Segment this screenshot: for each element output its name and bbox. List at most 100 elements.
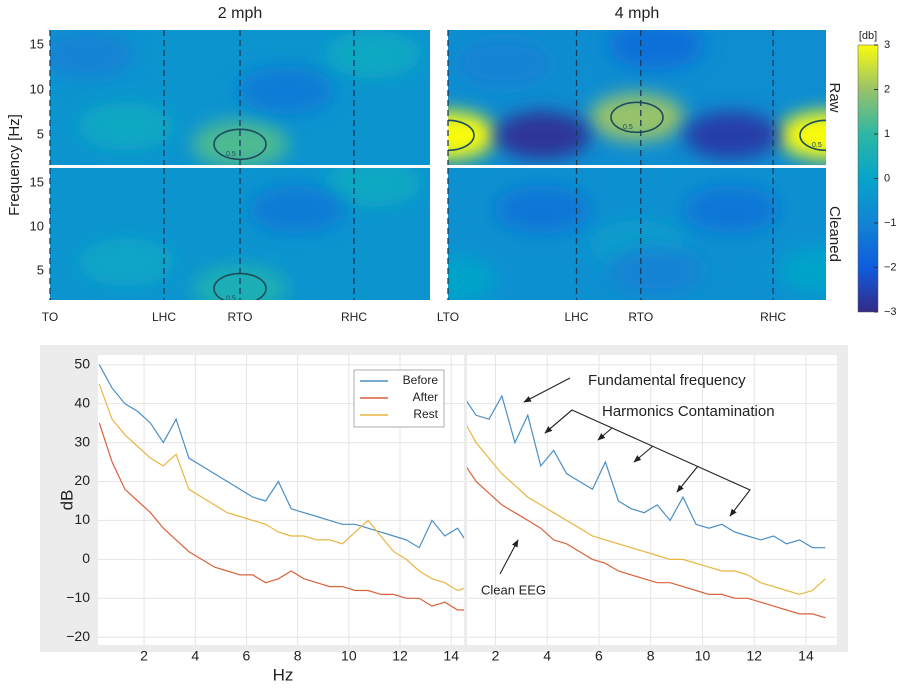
x-tick-label: 6 — [243, 648, 251, 664]
x-tick-label: 6 — [595, 648, 603, 664]
heat-cell — [448, 255, 496, 300]
heatmap-panel: 0.5 — [50, 30, 430, 165]
y-tick-label: 10 — [30, 218, 44, 233]
plot-area — [467, 355, 837, 645]
x-tick-label: RTO — [628, 310, 653, 324]
y-tick-label: 15 — [30, 174, 44, 189]
row-label: Raw — [826, 82, 843, 112]
heat-cell — [325, 168, 421, 207]
heatmap-panel: 0.5 0.5 0.5 — [434, 30, 826, 165]
colorbar: −3 −2 −1 0 1 2 3 — [857, 39, 897, 318]
x-tick-label: RTO — [228, 310, 253, 324]
y-tick-label: 20 — [74, 472, 90, 488]
heat-cell — [778, 246, 826, 295]
x-tick-label: RHC — [760, 310, 786, 324]
line — [467, 466, 826, 619]
heat-cell — [494, 185, 591, 234]
colorbar-label: 0 — [884, 172, 890, 184]
colorbar-label: −2 — [884, 261, 897, 273]
y-axis-label: Frequency [Hz] — [6, 114, 23, 216]
series-group — [98, 364, 464, 611]
y-tick-label: 40 — [74, 394, 90, 410]
heat-cell — [78, 102, 174, 151]
heat-cell — [494, 111, 591, 160]
y-tick-label: 15 — [30, 37, 44, 52]
colorbar-label: −3 — [884, 306, 897, 318]
row-label: Cleaned — [826, 206, 843, 262]
y-tick-label: 10 — [30, 82, 44, 97]
x-tick-label: 14 — [798, 648, 814, 664]
colorbar-title: [db] — [859, 30, 877, 42]
line — [98, 383, 464, 592]
x-tick-label: LHC — [152, 310, 176, 324]
y-tick-label: 5 — [37, 127, 44, 142]
contour — [213, 128, 267, 161]
colorbar-label: 3 — [884, 39, 890, 51]
annotation: Fundamental frequency — [588, 372, 746, 389]
x-tick-label: 4 — [191, 648, 199, 664]
heat-cell — [237, 66, 334, 115]
x-tick-label: 2 — [140, 648, 148, 664]
y-axis-label: dB — [57, 490, 76, 511]
heat-cell — [683, 185, 780, 234]
heat-cell — [589, 93, 685, 142]
heat-cell — [325, 30, 421, 79]
line — [467, 424, 826, 596]
series-group — [467, 394, 826, 619]
x-tick-label: 2 — [492, 648, 500, 664]
contour-label: 0.5 — [623, 124, 633, 131]
column-title: 4 mph — [615, 5, 659, 22]
x-tick-label: 10 — [695, 648, 711, 664]
contour — [610, 101, 664, 134]
x-tick-label: 12 — [746, 648, 762, 664]
x-tick-label: LTO — [437, 310, 459, 324]
x-tick-label: 12 — [392, 648, 408, 664]
contour-label: 0.5 — [226, 295, 236, 302]
x-tick-label: 14 — [443, 648, 459, 664]
line — [467, 394, 826, 549]
x-tick-label: 8 — [294, 648, 302, 664]
heat-cell — [607, 30, 704, 70]
contour — [799, 119, 826, 152]
heat-cell — [50, 30, 136, 79]
heat-cell — [607, 246, 704, 295]
contour — [448, 119, 475, 152]
legend-label: After — [413, 390, 438, 404]
x-axis-label: Hz — [273, 665, 294, 684]
y-tick-label: 5 — [37, 262, 44, 277]
contour-label: 0.5 — [812, 142, 822, 149]
y-tick-label: −20 — [66, 628, 90, 644]
annotation: Clean EEG — [481, 582, 546, 597]
colorbar-label: −1 — [884, 217, 897, 229]
line-charts: −20 −10 0 10 20 30 40 50 2 4 6 8 10 12 14 Before After Re… — [66, 355, 837, 664]
heat-cell — [778, 111, 826, 160]
x-tick-label: TO — [42, 310, 58, 324]
column-title: 2 mph — [218, 5, 262, 22]
colorbar-label: 1 — [884, 128, 890, 140]
contour-label: 0.5 — [434, 142, 444, 149]
legend-label: Before — [403, 373, 439, 387]
x-tick-label: 10 — [341, 648, 357, 664]
heatmap-panel — [448, 168, 826, 300]
heat-cell — [456, 39, 553, 88]
y-tick-label: 50 — [74, 355, 90, 371]
x-tick-label: 8 — [647, 648, 655, 664]
y-tick-label: 30 — [74, 433, 90, 449]
x-tick-label: 4 — [543, 648, 551, 664]
line — [98, 422, 464, 611]
y-tick-label: −10 — [66, 589, 90, 605]
x-tick-label: RHC — [341, 310, 367, 324]
legend-label: Rest — [413, 407, 438, 421]
contour-label: 0.5 — [226, 151, 236, 158]
annotation: Harmonics Contamination — [602, 403, 775, 420]
heat-cell — [249, 185, 345, 234]
heat-cell — [683, 111, 780, 160]
heat-cell — [78, 238, 174, 287]
x-tick-label: LHC — [565, 310, 589, 324]
y-tick-label: 10 — [74, 511, 90, 527]
annotation-arrows — [499, 377, 751, 575]
y-tick-label: 0 — [82, 550, 90, 566]
line — [98, 364, 464, 549]
